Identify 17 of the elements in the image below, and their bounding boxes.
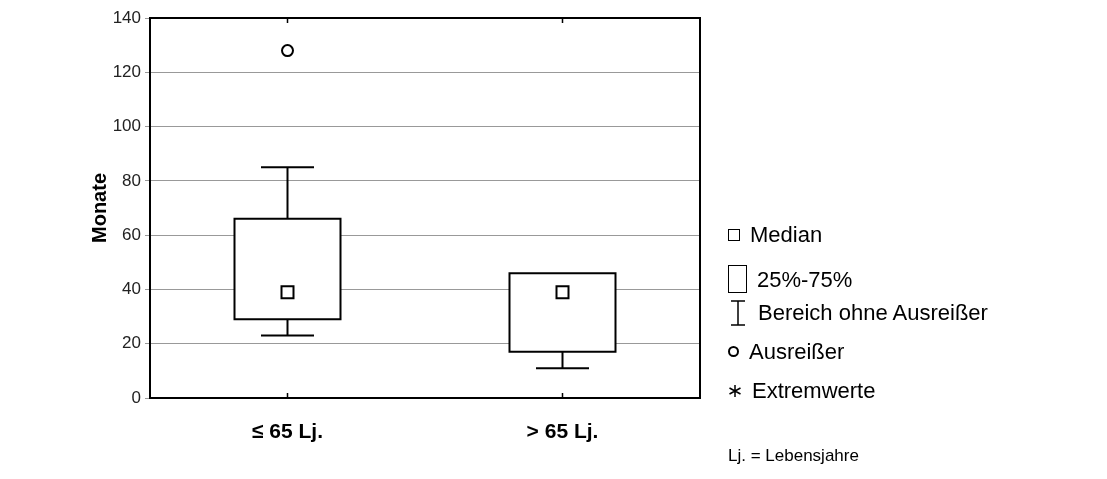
y-tick-label: 20 [122, 333, 141, 353]
y-axis-title: Monate [87, 173, 110, 243]
text: Bereich ohne Ausreißer [758, 299, 988, 326]
text: 25%-75% [757, 267, 853, 293]
x-tick-label: > 65 Lj. [526, 419, 599, 443]
y-tick-label: 140 [112, 7, 141, 27]
text: Extremwerte [752, 377, 876, 404]
text: Lj. = Lebensjahre [728, 446, 859, 466]
x-tick-label: ≤ 65 Lj. [251, 419, 324, 443]
y-tick-label: 100 [112, 116, 141, 136]
y-tick-label: 60 [122, 224, 141, 244]
text: Ausreißer [749, 338, 845, 365]
y-tick-label: 120 [112, 61, 141, 81]
text: Median [750, 221, 823, 248]
y-tick-label: 0 [131, 387, 141, 407]
y-tick-label: 40 [122, 279, 141, 299]
y-tick-label: 80 [122, 170, 141, 190]
